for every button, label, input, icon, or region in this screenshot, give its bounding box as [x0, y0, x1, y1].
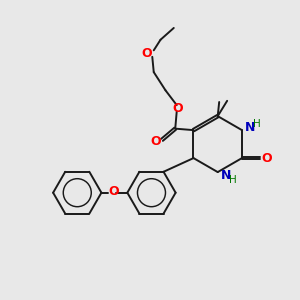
Text: O: O — [173, 101, 184, 115]
Text: H: H — [229, 175, 237, 185]
Text: O: O — [261, 152, 272, 165]
Text: N: N — [245, 121, 255, 134]
Text: O: O — [108, 185, 119, 198]
Text: O: O — [142, 47, 152, 60]
Text: H: H — [254, 118, 261, 129]
Text: O: O — [150, 135, 161, 148]
Text: N: N — [221, 169, 231, 182]
